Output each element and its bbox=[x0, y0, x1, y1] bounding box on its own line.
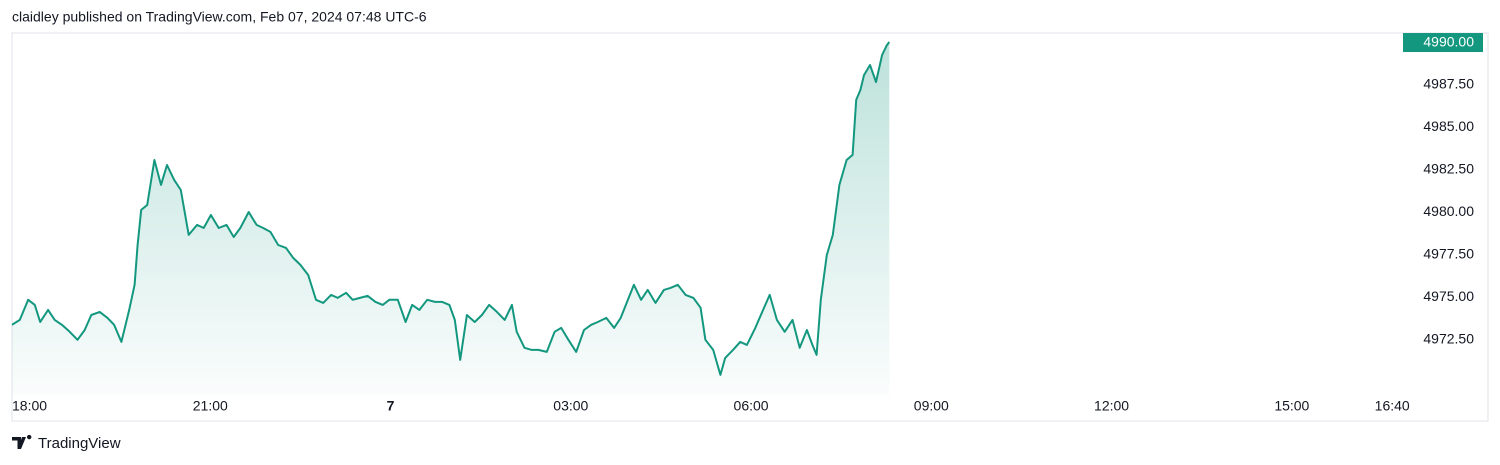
chart-frame bbox=[11, 32, 1489, 422]
brand-name: TradingView bbox=[38, 435, 121, 452]
x-tick-label: 18:00 bbox=[12, 398, 47, 414]
area-fill bbox=[12, 42, 890, 395]
y-tick-label: 4977.50 bbox=[1423, 246, 1474, 262]
x-tick-label: 15:00 bbox=[1274, 398, 1309, 414]
chart-title: claidley published on TradingView.com, F… bbox=[12, 9, 427, 25]
x-tick-label: 7 bbox=[387, 398, 395, 414]
y-tick-label: 4987.50 bbox=[1423, 75, 1474, 91]
last-price-badge bbox=[1403, 33, 1483, 53]
brand-logo bbox=[12, 434, 32, 449]
x-tick-label: 21:00 bbox=[193, 398, 228, 414]
x-tick-label: 16:40 bbox=[1375, 398, 1410, 414]
y-tick-label: 4985.00 bbox=[1423, 118, 1474, 134]
x-tick-label: 12:00 bbox=[1094, 398, 1129, 414]
y-tick-label: 4980.00 bbox=[1423, 203, 1474, 219]
y-tick-label: 4975.00 bbox=[1423, 288, 1474, 304]
brand: TradingView bbox=[12, 434, 121, 452]
x-tick-label: 06:00 bbox=[734, 398, 769, 414]
last-price-label: 4990.00 bbox=[1423, 34, 1474, 50]
y-tick-label: 4982.50 bbox=[1423, 160, 1474, 176]
y-tick-label: 4972.50 bbox=[1423, 331, 1474, 347]
x-tick-label: 03:00 bbox=[553, 398, 588, 414]
x-tick-label: 09:00 bbox=[914, 398, 949, 414]
price-line bbox=[11, 41, 891, 376]
